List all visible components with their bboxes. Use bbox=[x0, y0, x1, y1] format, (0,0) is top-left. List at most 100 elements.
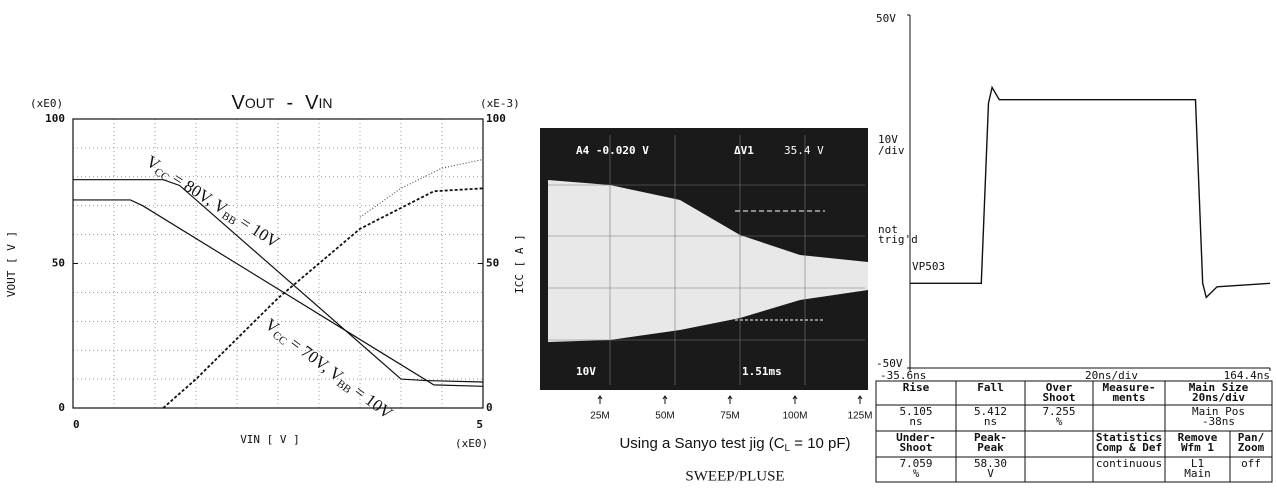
table-cell bbox=[1092, 404, 1166, 432]
y-axis-label: VOUT [ V ] bbox=[5, 231, 18, 297]
data-line bbox=[162, 187, 484, 409]
x-tick-label: 25M bbox=[590, 411, 609, 422]
title-part: IN bbox=[318, 95, 332, 111]
table-text: Main bbox=[1184, 467, 1211, 480]
scope-readout: 10V bbox=[576, 365, 596, 378]
table-text: Main Size bbox=[1189, 381, 1249, 394]
y-tick-label: -50V bbox=[876, 357, 903, 370]
x-tick-label: -35.6ns bbox=[880, 369, 926, 382]
y-tick-label: 100 bbox=[45, 112, 65, 125]
x-tick-arrow bbox=[857, 395, 863, 404]
data-line bbox=[910, 85, 1271, 299]
scope-label: trig'd bbox=[878, 233, 918, 246]
table-text: Zoom bbox=[1238, 441, 1265, 454]
table-text: ns bbox=[909, 415, 922, 428]
table-text: V bbox=[987, 467, 994, 480]
table-text: Comp & Def bbox=[1096, 441, 1162, 454]
scope-capture: 25M 50M 75M 100M 125M A4 -0.020 V ΔV1 35.4 V 10V… bbox=[540, 128, 873, 484]
table-text: 5.105 bbox=[899, 405, 932, 418]
y2-tick-label: 0 bbox=[486, 401, 493, 414]
y2-tick-label: 100 bbox=[486, 112, 506, 125]
table-text: 7.059 bbox=[899, 457, 932, 470]
table-text: 58.30 bbox=[974, 457, 1007, 470]
table-text: % bbox=[913, 467, 920, 480]
annotation-part: = 80V, V bbox=[165, 166, 231, 218]
caption-part: Using a Sanyo test jig (C bbox=[619, 435, 784, 452]
scope-readout: 1.51ms bbox=[742, 365, 782, 378]
table-text: continuous bbox=[1096, 457, 1162, 470]
pulse-waveform: 50V -50V-35.6ns 164.4ns 20ns/div 10V/div VP50… bbox=[875, 12, 1273, 483]
annotation-part: = 70V, V bbox=[283, 331, 347, 386]
table-text: Peak bbox=[977, 441, 1004, 454]
y2-scale-note: (xE-3) bbox=[480, 97, 520, 110]
scope-readout: 35.4 V bbox=[784, 144, 824, 157]
scope-label: 10V bbox=[878, 133, 898, 146]
table-cell bbox=[1024, 456, 1094, 483]
y-scale-note: (xE0) bbox=[30, 97, 63, 110]
chart-title: VOUT - VIN bbox=[232, 92, 333, 114]
x-tick-label: 75M bbox=[720, 411, 739, 422]
scope-label: 20ns/div bbox=[1085, 369, 1138, 382]
x-tick-arrow bbox=[662, 395, 668, 404]
x-tick-label: 50M bbox=[655, 411, 674, 422]
x-tick-label: 0 bbox=[73, 418, 80, 431]
table-text: Rise bbox=[903, 381, 930, 394]
annotation-part: = 10V bbox=[347, 379, 397, 423]
caption-part: = 10 pF) bbox=[790, 435, 850, 452]
table-text: Statistics bbox=[1096, 431, 1162, 444]
y-tick-label: 50V bbox=[876, 12, 896, 25]
x-tick-label: 5 bbox=[476, 418, 483, 431]
table-text: Pan/ bbox=[1238, 431, 1265, 444]
title-part: V bbox=[232, 92, 246, 114]
table-text: Remove bbox=[1178, 431, 1218, 444]
x-scale-note: (xE0) bbox=[455, 437, 488, 450]
y2-axis-label: ICC [ A ] bbox=[513, 234, 526, 294]
title-part: V bbox=[305, 92, 319, 114]
scope-label: /div bbox=[878, 144, 905, 157]
data-line bbox=[359, 158, 484, 218]
y2-tick-label: 50 bbox=[486, 257, 499, 270]
annotation-part: = 10V bbox=[233, 210, 284, 252]
title-part: OUT bbox=[245, 95, 275, 111]
x-tick-label: 164.4ns bbox=[1224, 369, 1270, 382]
scope-envelope bbox=[548, 180, 868, 342]
table-text: 5.412 bbox=[974, 405, 1007, 418]
scope-label: VP503 bbox=[912, 260, 945, 273]
table-text: Under- bbox=[896, 431, 936, 444]
table-text: Main Pos bbox=[1192, 405, 1245, 418]
table-cell bbox=[1024, 430, 1094, 458]
y-tick-label: 0 bbox=[58, 401, 65, 414]
x-axis-label: VIN [ V ] bbox=[240, 433, 300, 446]
data-line bbox=[73, 199, 484, 387]
caption: Using a Sanyo test jig (CL = 10 pF) bbox=[619, 435, 850, 454]
x-tick-arrow bbox=[597, 395, 603, 404]
table-cell bbox=[1229, 456, 1273, 483]
table-text: Fall bbox=[977, 381, 1004, 394]
x-tick-label: 100M bbox=[782, 411, 807, 422]
table-text: Shoot bbox=[1042, 391, 1075, 404]
scope-readout: A4 -0.020 V bbox=[576, 144, 649, 157]
table-text: 7.255 bbox=[1042, 405, 1075, 418]
x-tick-arrow bbox=[792, 395, 798, 404]
table-text: ments bbox=[1112, 391, 1145, 404]
table-text: Wfm 1 bbox=[1181, 441, 1214, 454]
table-text: off bbox=[1241, 457, 1261, 470]
scope-readout: ΔV1 bbox=[734, 144, 754, 157]
table-text: Measure- bbox=[1103, 381, 1156, 394]
table-text: Peak- bbox=[974, 431, 1007, 444]
scope-graticule bbox=[548, 135, 865, 385]
subcaption: SWEEP/PLUSE bbox=[685, 468, 784, 484]
title-part: - bbox=[286, 92, 293, 114]
table-text: 20ns/div bbox=[1192, 391, 1245, 404]
table-text: L1 bbox=[1191, 457, 1204, 470]
table-text: % bbox=[1056, 415, 1063, 428]
table-text: Over bbox=[1046, 381, 1073, 394]
table-text: -38ns bbox=[1202, 415, 1235, 428]
curve-annotation: VCC = 80V, VBB = 10V bbox=[142, 152, 284, 254]
table-text: Shoot bbox=[899, 441, 932, 454]
x-tick-label: 125M bbox=[847, 411, 872, 422]
scope-label: not bbox=[878, 223, 898, 236]
data-line bbox=[73, 179, 484, 383]
